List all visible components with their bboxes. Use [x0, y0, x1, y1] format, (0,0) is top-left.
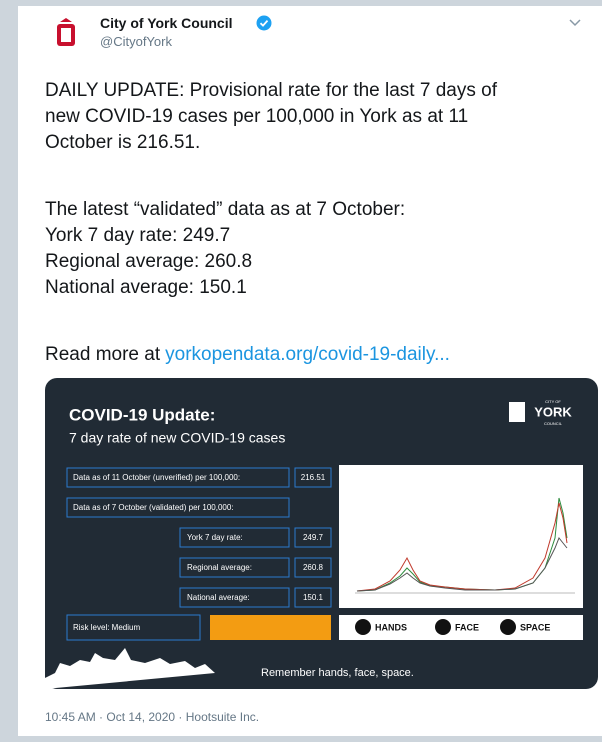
tagline: Remember hands, face, space. [261, 667, 414, 679]
row-value: 150.1 [303, 593, 324, 602]
tweet-text: Regional average: 260.8 [45, 251, 252, 273]
row-value: 249.7 [303, 533, 324, 542]
mini-chart [339, 465, 583, 608]
timestamp[interactable]: 10:45 AM · Oct 14, 2020 · Hootsuite Inc. [45, 710, 259, 724]
tweet-card: City of York Council @CityofYork DAILY U… [18, 6, 602, 736]
tweet-text: new COVID-19 cases per 100,000 in York a… [45, 106, 468, 128]
update-image[interactable]: COVID-19 Update: 7 day rate of new COVID… [45, 378, 598, 689]
tweet-text: October is 216.51. [45, 132, 200, 154]
account-name[interactable]: City of York Council [100, 15, 233, 31]
row-value: 260.8 [303, 563, 324, 572]
row-value: 216.51 [301, 473, 326, 482]
row-label: National average: [187, 593, 250, 602]
action: SPACE [520, 622, 550, 632]
action: FACE [455, 622, 479, 632]
menu-chevron[interactable] [568, 18, 582, 28]
link[interactable]: yorkopendata.org/covid-19-daily... [165, 344, 450, 365]
page: {"header":{"name":"City of York Council"… [0, 0, 602, 742]
tweet-text: York 7 day rate: 249.7 [45, 225, 230, 247]
row-label: Data as of 11 October (unverified) per 1… [73, 473, 240, 482]
action: HANDS [375, 622, 407, 632]
tweet-text: National average: 150.1 [45, 277, 247, 299]
tweet-text: DAILY UPDATE: Provisional rate for the l… [45, 80, 497, 102]
image-title: COVID-19 Update: [69, 405, 215, 424]
risk-indicator [210, 615, 331, 640]
logo-top: CITY OF [545, 399, 561, 404]
risk-label: Risk level: Medium [73, 623, 140, 632]
row-label: Regional average: [187, 563, 252, 572]
logo: YORK [534, 404, 572, 419]
logo-bottom: COUNCIL [544, 421, 563, 426]
tweet-text: The latest “validated” data as at 7 Octo… [45, 199, 405, 221]
read-more-text: Read more at [45, 344, 160, 365]
logo-crest [509, 402, 525, 422]
verified-badge [256, 15, 272, 31]
avatar[interactable] [46, 14, 86, 54]
image-subtitle: 7 day rate of new COVID-19 cases [69, 430, 285, 446]
row-label: York 7 day rate: [187, 533, 243, 542]
account-handle[interactable]: @CityofYork [100, 34, 172, 49]
row-label: Data as of 7 October (validated) per 100… [73, 503, 234, 512]
